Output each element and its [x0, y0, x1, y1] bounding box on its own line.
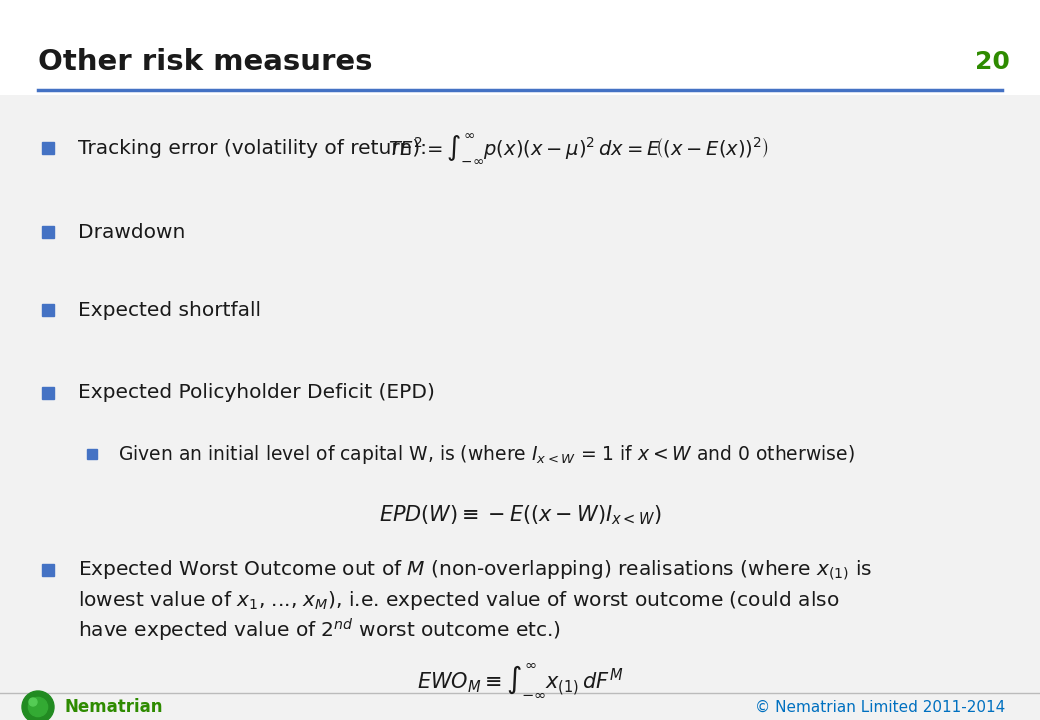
Circle shape	[22, 691, 54, 720]
Text: Tracking error (volatility of return):: Tracking error (volatility of return):	[78, 138, 440, 158]
Text: Expected shortfall: Expected shortfall	[78, 300, 261, 320]
Text: $EPD(W) \equiv -E\left(\left(x-W\right)I_{x<W}\right)$: $EPD(W) \equiv -E\left(\left(x-W\right)I…	[379, 503, 661, 527]
Text: Given an initial level of capital W, is (where $I_{x<W}$ = 1 if $x<W$ and 0 othe: Given an initial level of capital W, is …	[118, 443, 855, 466]
Circle shape	[28, 698, 48, 716]
Text: lowest value of $x_1$, ..., $x_M$), i.e. expected value of worst outcome (could : lowest value of $x_1$, ..., $x_M$), i.e.…	[78, 588, 839, 611]
Text: $TE^2 = \int_{-\infty}^{\infty} p(x)(x-\mu)^2\,dx = E\!\left(\left(x-E(x)\right): $TE^2 = \int_{-\infty}^{\infty} p(x)(x-\…	[388, 132, 770, 165]
Text: $EWO_M \equiv \int_{-\infty}^{\infty} x_{(1)}\,dF^M$: $EWO_M \equiv \int_{-\infty}^{\infty} x_…	[417, 661, 623, 699]
FancyBboxPatch shape	[0, 95, 1040, 720]
Text: Nematrian: Nematrian	[64, 698, 163, 716]
FancyBboxPatch shape	[0, 0, 1040, 95]
Text: Expected Worst Outcome out of $M$ (non-overlapping) realisations (where $x_{(1)}: Expected Worst Outcome out of $M$ (non-o…	[78, 559, 873, 582]
Circle shape	[29, 698, 37, 706]
Text: Drawdown: Drawdown	[78, 222, 185, 241]
Text: Expected Policyholder Deficit (EPD): Expected Policyholder Deficit (EPD)	[78, 384, 435, 402]
Text: have expected value of 2$^{nd}$ worst outcome etc.): have expected value of 2$^{nd}$ worst ou…	[78, 616, 562, 644]
Text: © Nematrian Limited 2011-2014: © Nematrian Limited 2011-2014	[755, 700, 1005, 714]
Text: 20: 20	[976, 50, 1010, 74]
Text: Other risk measures: Other risk measures	[38, 48, 372, 76]
